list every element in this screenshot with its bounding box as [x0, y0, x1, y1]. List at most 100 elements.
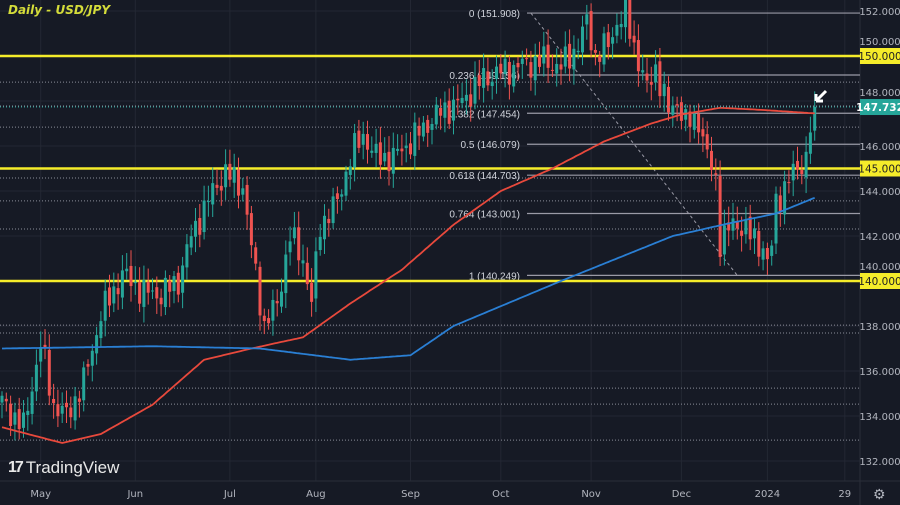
y-tick-label: 136.000 [859, 367, 900, 378]
candle-body [357, 130, 361, 148]
candle-body [340, 194, 344, 197]
candle-body [82, 367, 86, 401]
candle-body [692, 113, 696, 130]
candle-body [417, 125, 421, 136]
candle-body [456, 98, 460, 101]
candle-body [17, 409, 21, 430]
candle-body [56, 404, 60, 417]
candle-body [262, 315, 266, 322]
candle-body [370, 150, 374, 153]
candle-body [705, 134, 709, 150]
candle-body [47, 349, 51, 396]
candle-body [735, 221, 739, 229]
candle-body [641, 70, 645, 73]
candle-body [297, 227, 301, 261]
candle-body [542, 46, 546, 64]
candle-body [310, 282, 314, 302]
candle-body [477, 75, 481, 87]
candle-body [593, 49, 597, 53]
candle-body [69, 407, 73, 418]
candle-body [619, 23, 623, 28]
candle-body [280, 291, 283, 307]
ma-200-line [2, 196, 816, 361]
fib-level-label: 0.382 (147.454) [449, 109, 520, 120]
ma-100-line [1, 106, 815, 444]
y-tick-label: 148.000 [859, 88, 900, 99]
x-tick-label: Sep [401, 489, 420, 500]
candle-body [430, 124, 434, 130]
x-tick-label: Jul [223, 489, 236, 500]
candle-body [796, 160, 799, 170]
y-tick-label: 152.000 [859, 7, 900, 18]
candle-body [194, 220, 197, 237]
candle-body [671, 105, 675, 115]
settings-gear-icon[interactable]: ⚙ [873, 486, 886, 502]
candle-body [249, 213, 253, 246]
candle-body [224, 164, 228, 188]
candle-body [232, 166, 236, 183]
arrow-annotation-icon [814, 89, 828, 103]
candle-body [314, 251, 318, 299]
candle-body [778, 195, 782, 212]
candle-body [30, 391, 34, 414]
candle-body [241, 188, 245, 195]
candle-body [572, 48, 576, 70]
candle-body [211, 183, 215, 205]
key-level-tag [860, 273, 900, 289]
candle-body [710, 150, 713, 170]
last-price-tag [860, 99, 900, 116]
candle-body [701, 129, 705, 137]
candle-body [757, 230, 761, 257]
candle-body [215, 184, 219, 188]
candle-body [598, 55, 602, 62]
candle-body [404, 145, 408, 149]
candle-body [125, 268, 129, 272]
candle-body [206, 201, 210, 203]
candle-body [611, 37, 615, 44]
x-tick-label: Aug [306, 489, 326, 500]
candle-body [568, 43, 572, 69]
candle-body [679, 102, 683, 121]
key-level-label: 150.000 [858, 51, 900, 63]
key-level-label: 145.000 [858, 164, 900, 176]
candle-body [120, 270, 124, 298]
candle-body [439, 107, 443, 116]
candle-body [142, 279, 146, 307]
candle-body [495, 66, 498, 79]
tradingview-logo: 17 TradingView [8, 458, 119, 478]
candle-body [95, 335, 99, 354]
candle-body [774, 193, 778, 244]
y-tick-label: 144.000 [859, 187, 900, 198]
candle-body [344, 171, 348, 196]
candle-body [189, 236, 193, 248]
candle-body [112, 286, 116, 304]
candle-body [318, 236, 322, 251]
candle-body [675, 104, 679, 106]
y-tick-label: 140.000 [859, 262, 900, 273]
candle-body [301, 260, 305, 264]
candle-body [443, 102, 447, 118]
candle-body [176, 272, 180, 295]
candle-body [275, 301, 279, 304]
candle-body [99, 321, 103, 339]
candle-body [163, 277, 167, 308]
candle-body [288, 241, 292, 253]
candle-body [636, 40, 640, 72]
candle-body [116, 288, 120, 295]
candle-body [520, 58, 524, 64]
candle-body [740, 230, 744, 236]
candle-body [624, 0, 627, 28]
candle-body [391, 147, 395, 174]
candle-body [783, 181, 787, 215]
candle-body [499, 63, 503, 74]
candle-body [585, 14, 589, 25]
candle-body [172, 276, 176, 292]
candle-body [649, 81, 653, 85]
candle-body [103, 290, 107, 321]
candle-body [86, 364, 90, 367]
candle-body [13, 412, 17, 425]
candle-body [34, 364, 38, 392]
candle-body [387, 151, 391, 172]
candle-body [550, 69, 554, 71]
